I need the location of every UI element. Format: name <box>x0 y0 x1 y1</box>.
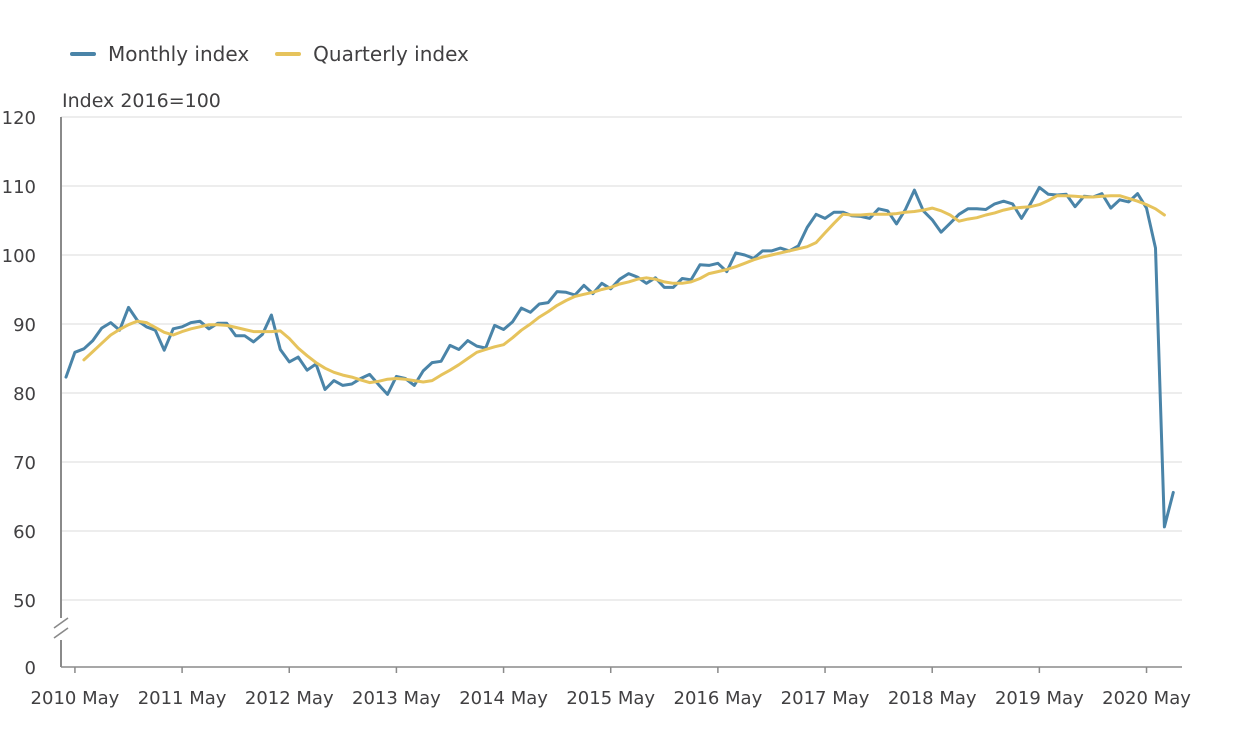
y-axis-title: Index 2016=100 <box>62 90 221 112</box>
legend-label-quarterly: Quarterly index <box>313 42 469 66</box>
axis-break-mark <box>53 627 69 639</box>
y-tick-label: 80 <box>13 384 36 405</box>
x-tick-label: 2011 May <box>138 688 227 709</box>
legend-item-quarterly[interactable]: Quarterly index <box>275 42 469 66</box>
x-tick-label: 2017 May <box>781 688 870 709</box>
chart-legend: Monthly index Quarterly index <box>70 42 469 66</box>
legend-swatch-quarterly <box>275 52 302 56</box>
x-tick-label: 2013 May <box>352 688 441 709</box>
y-tick-label: 60 <box>13 522 36 543</box>
x-tick-label: 2015 May <box>566 688 655 709</box>
x-tick-label: 2014 May <box>459 688 548 709</box>
y-tick-label: 0 <box>25 658 36 679</box>
x-tick-label: 2019 May <box>995 688 1084 709</box>
legend-swatch-monthly <box>70 52 96 56</box>
legend-item-monthly[interactable]: Monthly index <box>70 42 249 66</box>
monthly-index-line <box>64 185 1175 529</box>
axis-break-mark <box>53 617 69 629</box>
y-tick-label: 120 <box>2 108 36 129</box>
quarterly-index-line <box>82 194 1166 385</box>
y-tick-label: 50 <box>13 591 36 612</box>
x-tick-label: 2012 May <box>245 688 334 709</box>
y-tick-label: 70 <box>13 453 36 474</box>
y-tick-label: 90 <box>13 315 36 336</box>
legend-label-monthly: Monthly index <box>108 42 250 66</box>
x-tick-label: 2016 May <box>674 688 763 709</box>
y-tick-label: 110 <box>2 177 36 198</box>
y-tick-label: 100 <box>2 246 36 267</box>
x-tick-label: 2018 May <box>888 688 977 709</box>
x-tick-label: 2020 May <box>1102 688 1191 709</box>
x-tick-label: 2010 May <box>31 688 120 709</box>
